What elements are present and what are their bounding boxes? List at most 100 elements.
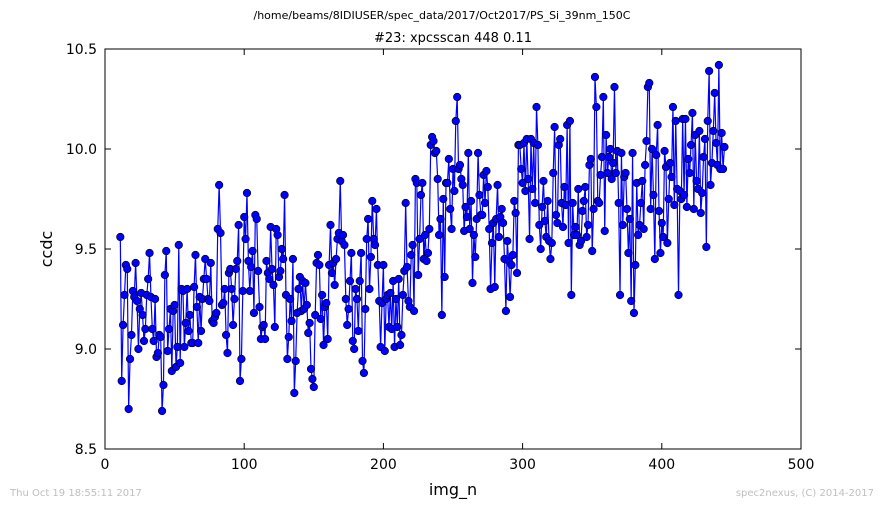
data-point: [433, 174, 442, 184]
data-point: [341, 294, 350, 304]
data-point: [525, 234, 534, 244]
data-point: [151, 294, 160, 304]
data-point: [611, 168, 620, 178]
data-point: [600, 226, 609, 236]
data-point: [578, 206, 587, 216]
data-point: [380, 346, 389, 356]
data-point: [510, 196, 519, 206]
data-point: [415, 234, 424, 244]
data-point: [505, 292, 515, 302]
data-point: [355, 276, 364, 286]
data-point: [440, 272, 449, 282]
data-point: [634, 230, 643, 240]
data-point: [659, 232, 668, 242]
data-point: [276, 266, 285, 276]
data-point: [357, 248, 366, 258]
data-point: [252, 214, 261, 224]
data-point: [308, 374, 317, 384]
data-point: [653, 120, 662, 130]
data-point: [636, 198, 646, 208]
data-point: [720, 142, 729, 152]
data-point: [131, 258, 140, 268]
data-point: [564, 238, 573, 248]
data-point: [590, 72, 600, 82]
data-point: [490, 282, 499, 292]
data-point: [240, 212, 249, 222]
data-point: [291, 356, 300, 366]
data-point: [581, 182, 590, 192]
data-point: [656, 248, 665, 258]
data-point: [288, 254, 298, 264]
data-point: [139, 336, 149, 346]
y-tick-label: 9.0: [75, 342, 97, 358]
data-point: [560, 182, 569, 192]
data-point: [524, 174, 533, 184]
data-point: [402, 262, 412, 272]
data-point: [649, 190, 658, 200]
data-point: [222, 330, 231, 340]
data-point: [686, 140, 696, 150]
data-point: [487, 238, 497, 248]
data-point: [396, 340, 405, 350]
data-point: [372, 204, 381, 214]
y-tick-label: 9.5: [75, 242, 97, 258]
chart-title: #23: xpcsscan 448 0.11: [374, 31, 532, 46]
data-point: [265, 274, 274, 284]
data-point: [696, 208, 705, 218]
data-point: [185, 310, 195, 320]
chart-suptitle: /home/beams/8IDIUSER/spec_data/2017/Oct2…: [254, 9, 631, 22]
data-point: [603, 168, 612, 178]
data-point: [671, 116, 680, 126]
data-point: [547, 238, 556, 248]
data-point: [418, 178, 427, 188]
data-point: [667, 172, 676, 182]
data-point: [379, 260, 388, 270]
data-point: [480, 198, 490, 208]
data-point: [344, 304, 353, 314]
data-point: [628, 148, 637, 158]
data-point: [639, 224, 648, 234]
data-point: [437, 310, 446, 320]
data-point: [664, 194, 673, 204]
data-point: [309, 382, 318, 392]
data-point: [228, 320, 238, 330]
data-point: [116, 232, 125, 242]
data-point: [327, 268, 337, 278]
data-point: [711, 138, 721, 148]
data-point: [347, 248, 356, 258]
data-point: [176, 358, 185, 368]
data-point: [469, 230, 478, 240]
data-point: [362, 234, 371, 244]
data-point: [511, 208, 520, 218]
data-point: [283, 354, 292, 364]
data-point: [599, 92, 608, 102]
data-point: [242, 188, 252, 198]
data-point: [316, 314, 325, 324]
data-point: [571, 222, 580, 232]
data-point: [536, 244, 545, 254]
data-point: [196, 326, 206, 336]
data-point: [156, 332, 165, 342]
data-point: [280, 190, 289, 200]
data-point: [262, 256, 271, 266]
data-point: [248, 246, 257, 256]
data-point: [533, 140, 543, 150]
data-point: [543, 196, 552, 206]
data-point: [579, 196, 588, 206]
data-point: [164, 324, 174, 334]
data-point: [670, 200, 679, 210]
data-point: [631, 260, 640, 270]
data-point: [458, 180, 467, 190]
data-point: [501, 306, 511, 316]
data-point: [189, 282, 199, 292]
data-point: [216, 228, 225, 238]
data-point: [625, 214, 634, 224]
data-point: [370, 240, 380, 250]
data-point: [124, 404, 133, 414]
data-point: [336, 176, 345, 186]
data-point: [499, 218, 508, 228]
data-point: [162, 246, 171, 256]
data-point: [273, 230, 282, 240]
data-point: [354, 326, 363, 336]
data-point: [568, 198, 577, 208]
